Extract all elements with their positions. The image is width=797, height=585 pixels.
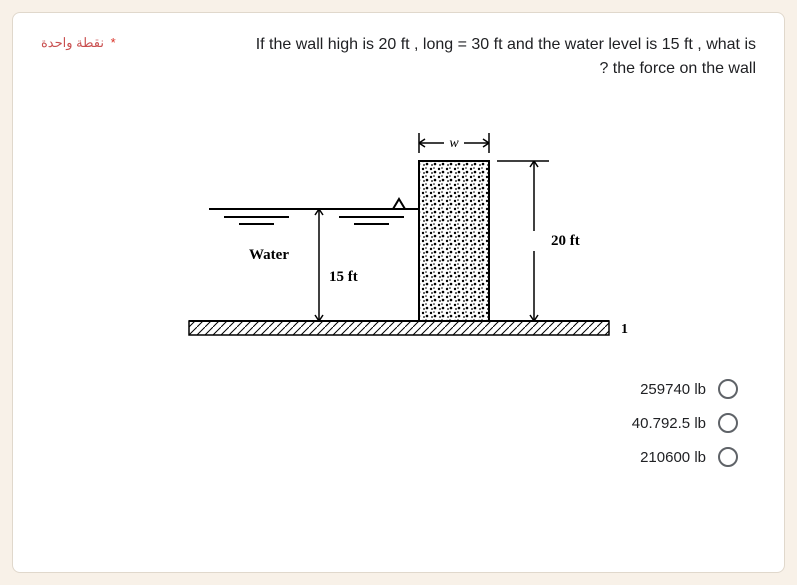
water-surface xyxy=(209,199,419,224)
option-2[interactable]: 210600 lb xyxy=(640,447,738,467)
points-text: نقطة واحدة xyxy=(41,35,104,50)
question-header: * نقطة واحدة If the wall high is 20 ft ,… xyxy=(41,33,756,81)
required-asterisk: * xyxy=(111,35,116,50)
option-label: 40.792.5 lb xyxy=(632,415,706,432)
water-height-dim xyxy=(315,209,323,321)
ground-hatch xyxy=(189,321,609,335)
option-1[interactable]: 40.792.5 lb xyxy=(632,413,738,433)
figure-number: 1 xyxy=(621,322,628,337)
radio-icon xyxy=(718,379,738,399)
wall-rect xyxy=(419,161,489,321)
option-label: 210600 lb xyxy=(640,449,706,466)
radio-icon xyxy=(718,447,738,467)
points-label: * نقطة واحدة xyxy=(41,33,116,51)
width-label: w xyxy=(449,136,459,151)
radio-icon xyxy=(718,413,738,433)
option-0[interactable]: 259740 lb xyxy=(640,379,738,399)
question-line-2: ? the force on the wall xyxy=(599,60,756,77)
water-height-label: 15 ft xyxy=(329,269,358,285)
water-label: Water xyxy=(249,247,289,263)
wall-height-dim xyxy=(497,161,549,321)
wall-height-label: 20 ft xyxy=(551,233,580,249)
options-list: 259740 lb 40.792.5 lb 210600 lb xyxy=(41,379,756,467)
wall-water-diagram: w xyxy=(149,111,649,351)
question-line-1: If the wall high is 20 ft , long = 30 ft… xyxy=(256,36,756,53)
diagram-container: w xyxy=(41,111,756,351)
question-text: If the wall high is 20 ft , long = 30 ft… xyxy=(134,33,756,81)
option-label: 259740 lb xyxy=(640,381,706,398)
question-card: * نقطة واحدة If the wall high is 20 ft ,… xyxy=(12,12,785,573)
